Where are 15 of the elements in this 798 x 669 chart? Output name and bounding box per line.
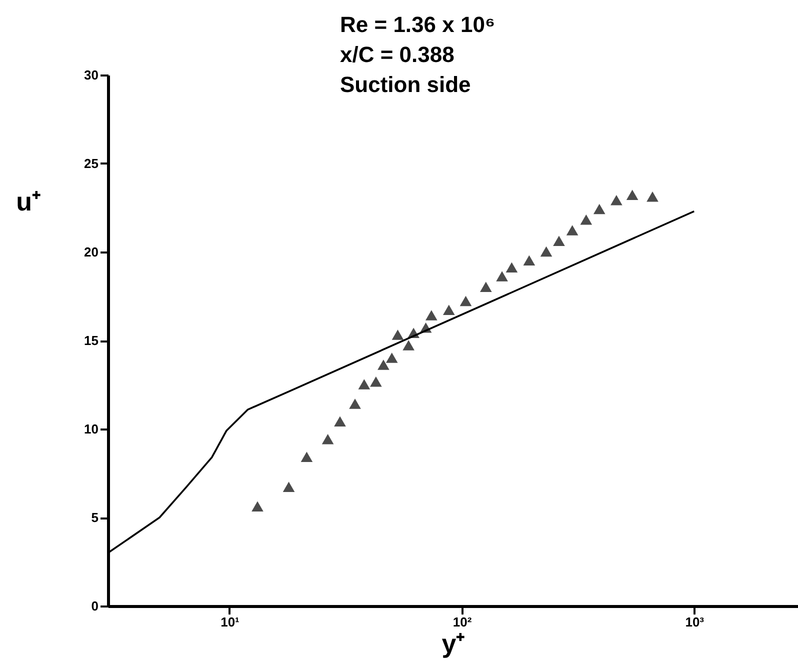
y-tick-label: 5 [91,510,98,525]
x-tick-label: 10³ [685,614,705,630]
text: x/C = 0.388 [340,42,454,67]
y-tick-label: 30 [84,68,98,82]
y-tick-label: 25 [84,156,98,171]
x-tick-label: 10² [452,614,472,630]
y-tick-label: 15 [84,333,98,348]
y-tick-label: 10 [84,422,98,436]
chart-title: Re = 1.36 x 10⁶ [340,12,496,37]
y-axis-title: u⁺ [16,186,41,216]
y-tick-label: 20 [84,244,98,260]
y-tick-label: 0 [91,598,98,614]
x-tick-label: 10¹ [220,614,240,630]
x-axis-title: y⁺ [442,628,466,658]
annotation: Suction side [340,72,471,97]
